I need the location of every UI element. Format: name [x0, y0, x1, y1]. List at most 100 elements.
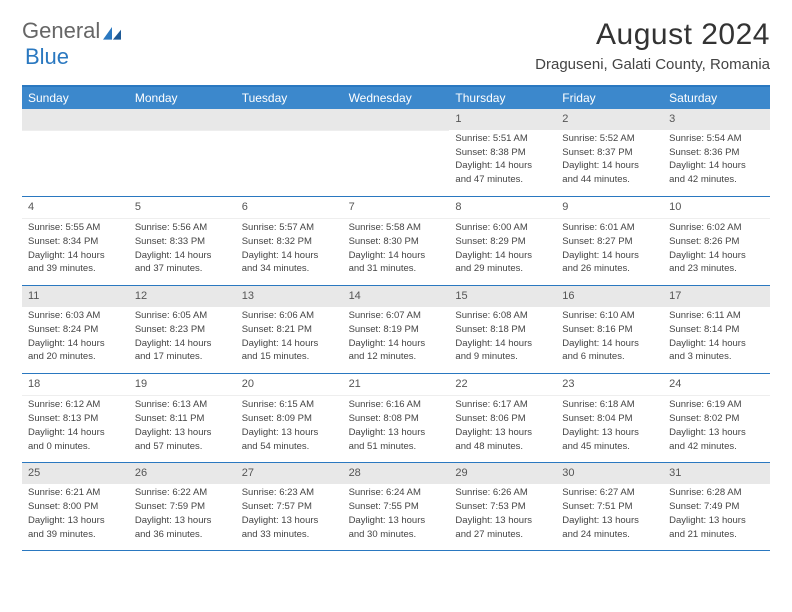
- sunrise-line: Sunrise: 6:05 AM: [135, 310, 230, 323]
- calendar-cell: 28Sunrise: 6:24 AMSunset: 7:55 PMDayligh…: [343, 463, 450, 550]
- calendar-cell: [22, 109, 129, 196]
- calendar-cell: 16Sunrise: 6:10 AMSunset: 8:16 PMDayligh…: [556, 286, 663, 373]
- calendar-cell: 8Sunrise: 6:00 AMSunset: 8:29 PMDaylight…: [449, 197, 556, 285]
- sunrise-line: Sunrise: 6:03 AM: [28, 310, 123, 323]
- sunrise-line: Sunrise: 6:08 AM: [455, 310, 550, 323]
- day-number: 14: [343, 286, 450, 307]
- daylight-line-2: and 9 minutes.: [455, 351, 550, 364]
- daylight-line-1: Daylight: 14 hours: [135, 338, 230, 351]
- calendar-cell: 15Sunrise: 6:08 AMSunset: 8:18 PMDayligh…: [449, 286, 556, 373]
- daylight-line-1: Daylight: 13 hours: [28, 515, 123, 528]
- logo: General: [22, 18, 121, 44]
- sunrise-line: Sunrise: 6:06 AM: [242, 310, 337, 323]
- sunrise-line: Sunrise: 6:11 AM: [669, 310, 764, 323]
- sunrise-line: Sunrise: 6:07 AM: [349, 310, 444, 323]
- daylight-line-1: Daylight: 13 hours: [669, 427, 764, 440]
- day-number: 19: [129, 374, 236, 396]
- sunset-line: Sunset: 8:21 PM: [242, 324, 337, 337]
- day-details: Sunrise: 5:58 AMSunset: 8:30 PMDaylight:…: [343, 219, 450, 285]
- calendar-cell: 9Sunrise: 6:01 AMSunset: 8:27 PMDaylight…: [556, 197, 663, 285]
- sunset-line: Sunset: 8:11 PM: [135, 413, 230, 426]
- sunset-line: Sunset: 8:08 PM: [349, 413, 444, 426]
- day-details: Sunrise: 6:11 AMSunset: 8:14 PMDaylight:…: [663, 307, 770, 373]
- sunrise-line: Sunrise: 6:24 AM: [349, 487, 444, 500]
- sunset-line: Sunset: 8:33 PM: [135, 236, 230, 249]
- sunset-line: Sunset: 8:00 PM: [28, 501, 123, 514]
- daylight-line-1: Daylight: 13 hours: [455, 515, 550, 528]
- calendar-cell: 7Sunrise: 5:58 AMSunset: 8:30 PMDaylight…: [343, 197, 450, 285]
- daylight-line-1: Daylight: 13 hours: [135, 515, 230, 528]
- daylight-line-1: Daylight: 14 hours: [242, 338, 337, 351]
- calendar-cell: 2Sunrise: 5:52 AMSunset: 8:37 PMDaylight…: [556, 109, 663, 196]
- day-details: Sunrise: 5:51 AMSunset: 8:38 PMDaylight:…: [449, 130, 556, 196]
- calendar-cell: 12Sunrise: 6:05 AMSunset: 8:23 PMDayligh…: [129, 286, 236, 373]
- sunrise-line: Sunrise: 6:00 AM: [455, 222, 550, 235]
- day-details: Sunrise: 6:03 AMSunset: 8:24 PMDaylight:…: [22, 307, 129, 373]
- day-header-cell: Wednesday: [343, 87, 450, 109]
- calendar-cell: 17Sunrise: 6:11 AMSunset: 8:14 PMDayligh…: [663, 286, 770, 373]
- calendar-cell: 1Sunrise: 5:51 AMSunset: 8:38 PMDaylight…: [449, 109, 556, 196]
- sunrise-line: Sunrise: 6:01 AM: [562, 222, 657, 235]
- sunrise-line: Sunrise: 6:27 AM: [562, 487, 657, 500]
- daylight-line-2: and 0 minutes.: [28, 441, 123, 454]
- sunrise-line: Sunrise: 5:54 AM: [669, 133, 764, 146]
- day-number: 27: [236, 463, 343, 484]
- calendar-cell: 5Sunrise: 5:56 AMSunset: 8:33 PMDaylight…: [129, 197, 236, 285]
- daylight-line-2: and 48 minutes.: [455, 441, 550, 454]
- calendar-cell: [236, 109, 343, 196]
- daylight-line-2: and 3 minutes.: [669, 351, 764, 364]
- calendar-cell: 26Sunrise: 6:22 AMSunset: 7:59 PMDayligh…: [129, 463, 236, 550]
- sunset-line: Sunset: 8:23 PM: [135, 324, 230, 337]
- day-header-row: SundayMondayTuesdayWednesdayThursdayFrid…: [22, 87, 770, 109]
- sunset-line: Sunset: 8:36 PM: [669, 147, 764, 160]
- day-details: Sunrise: 6:01 AMSunset: 8:27 PMDaylight:…: [556, 219, 663, 285]
- day-details: Sunrise: 6:05 AMSunset: 8:23 PMDaylight:…: [129, 307, 236, 373]
- calendar-cell: 27Sunrise: 6:23 AMSunset: 7:57 PMDayligh…: [236, 463, 343, 550]
- sunrise-line: Sunrise: 6:17 AM: [455, 399, 550, 412]
- day-number: 18: [22, 374, 129, 396]
- daylight-line-2: and 21 minutes.: [669, 529, 764, 542]
- day-details: Sunrise: 6:23 AMSunset: 7:57 PMDaylight:…: [236, 484, 343, 550]
- daylight-line-1: Daylight: 13 hours: [135, 427, 230, 440]
- day-number: 12: [129, 286, 236, 307]
- day-number: 26: [129, 463, 236, 484]
- day-number: 24: [663, 374, 770, 396]
- day-number: 15: [449, 286, 556, 307]
- title-block: August 2024 Draguseni, Galati County, Ro…: [535, 18, 770, 73]
- calendar-cell: 4Sunrise: 5:55 AMSunset: 8:34 PMDaylight…: [22, 197, 129, 285]
- daylight-line-1: Daylight: 14 hours: [349, 250, 444, 263]
- calendar-cell: 3Sunrise: 5:54 AMSunset: 8:36 PMDaylight…: [663, 109, 770, 196]
- calendar-week: 18Sunrise: 6:12 AMSunset: 8:13 PMDayligh…: [22, 374, 770, 463]
- daylight-line-1: Daylight: 14 hours: [669, 250, 764, 263]
- sunrise-line: Sunrise: 6:15 AM: [242, 399, 337, 412]
- daylight-line-2: and 44 minutes.: [562, 174, 657, 187]
- day-details: Sunrise: 6:22 AMSunset: 7:59 PMDaylight:…: [129, 484, 236, 550]
- daylight-line-2: and 57 minutes.: [135, 441, 230, 454]
- calendar-cell: 29Sunrise: 6:26 AMSunset: 7:53 PMDayligh…: [449, 463, 556, 550]
- calendar-cell: 22Sunrise: 6:17 AMSunset: 8:06 PMDayligh…: [449, 374, 556, 462]
- daylight-line-2: and 15 minutes.: [242, 351, 337, 364]
- day-details: Sunrise: 5:57 AMSunset: 8:32 PMDaylight:…: [236, 219, 343, 285]
- day-number: [343, 109, 450, 131]
- day-number: 29: [449, 463, 556, 484]
- daylight-line-1: Daylight: 13 hours: [562, 427, 657, 440]
- sunrise-line: Sunrise: 6:18 AM: [562, 399, 657, 412]
- sunset-line: Sunset: 8:13 PM: [28, 413, 123, 426]
- day-details: Sunrise: 5:52 AMSunset: 8:37 PMDaylight:…: [556, 130, 663, 196]
- day-number: 30: [556, 463, 663, 484]
- calendar-cell: 30Sunrise: 6:27 AMSunset: 7:51 PMDayligh…: [556, 463, 663, 550]
- day-number: [129, 109, 236, 131]
- sunrise-line: Sunrise: 6:10 AM: [562, 310, 657, 323]
- daylight-line-2: and 26 minutes.: [562, 263, 657, 276]
- day-details: Sunrise: 5:55 AMSunset: 8:34 PMDaylight:…: [22, 219, 129, 285]
- sunrise-line: Sunrise: 6:28 AM: [669, 487, 764, 500]
- calendar-cell: [129, 109, 236, 196]
- daylight-line-2: and 24 minutes.: [562, 529, 657, 542]
- daylight-line-2: and 51 minutes.: [349, 441, 444, 454]
- sunrise-line: Sunrise: 6:21 AM: [28, 487, 123, 500]
- day-number: 2: [556, 109, 663, 130]
- daylight-line-1: Daylight: 13 hours: [349, 427, 444, 440]
- day-header-cell: Friday: [556, 87, 663, 109]
- daylight-line-2: and 47 minutes.: [455, 174, 550, 187]
- sunrise-line: Sunrise: 6:13 AM: [135, 399, 230, 412]
